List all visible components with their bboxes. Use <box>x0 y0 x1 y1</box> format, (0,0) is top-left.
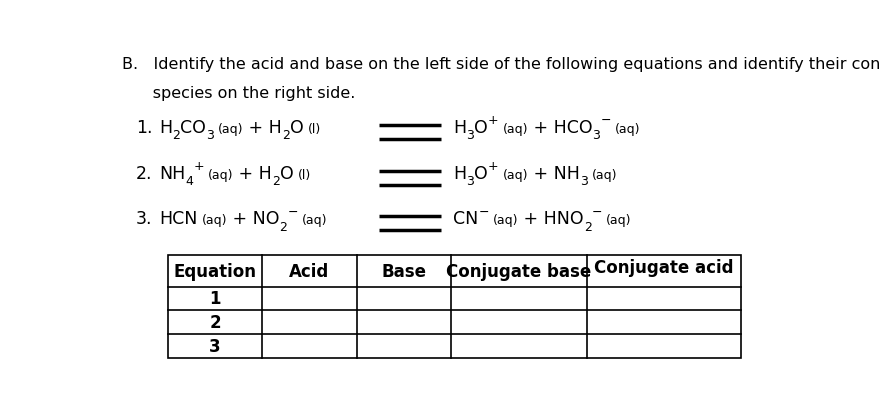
Text: Equation: Equation <box>173 262 257 280</box>
Text: Acid: Acid <box>290 262 330 280</box>
Text: 3: 3 <box>466 129 474 142</box>
Text: 3: 3 <box>206 129 214 142</box>
Text: −: − <box>600 114 611 127</box>
Text: O: O <box>474 119 488 137</box>
Text: 3.: 3. <box>136 210 152 228</box>
Text: 1.: 1. <box>136 119 152 137</box>
Text: 2: 2 <box>172 129 180 142</box>
Text: 4: 4 <box>186 175 194 187</box>
Text: 2: 2 <box>272 175 280 187</box>
Text: + H: + H <box>244 119 282 137</box>
Text: (aq): (aq) <box>302 214 327 227</box>
Text: 1: 1 <box>209 290 221 308</box>
Text: (l): (l) <box>297 168 312 181</box>
Text: (aq): (aq) <box>502 123 528 135</box>
Text: species on the right side.: species on the right side. <box>122 85 356 100</box>
Text: 2: 2 <box>584 220 591 233</box>
Text: 3: 3 <box>466 175 474 187</box>
Text: (aq): (aq) <box>202 214 227 227</box>
Text: O: O <box>474 164 488 182</box>
Text: −: − <box>288 205 298 218</box>
Text: +: + <box>488 114 498 127</box>
Text: 3: 3 <box>592 129 600 142</box>
Text: HCN: HCN <box>159 210 198 228</box>
Text: −: − <box>591 205 602 218</box>
Text: 2: 2 <box>209 313 221 331</box>
Text: 2: 2 <box>280 220 288 233</box>
Text: O: O <box>280 164 294 182</box>
Text: 2: 2 <box>282 129 290 142</box>
Text: (l): (l) <box>308 123 321 135</box>
Text: NH: NH <box>159 164 186 182</box>
Text: Conjugate acid: Conjugate acid <box>594 258 734 276</box>
Text: O: O <box>290 119 304 137</box>
Text: H: H <box>453 164 466 182</box>
Text: + NO: + NO <box>227 210 280 228</box>
Text: (aq): (aq) <box>591 168 617 181</box>
Text: +: + <box>488 160 498 172</box>
Text: 3: 3 <box>209 337 221 355</box>
Text: + H: + H <box>233 164 272 182</box>
Text: + HCO: + HCO <box>528 119 592 137</box>
Text: B.   Identify the acid and base on the left side of the following equations and : B. Identify the acid and base on the lef… <box>122 57 880 72</box>
Text: (aq): (aq) <box>208 168 233 181</box>
Text: 2.: 2. <box>136 164 152 182</box>
Text: −: − <box>479 205 488 218</box>
Bar <box>168 255 741 358</box>
Text: (aq): (aq) <box>615 123 641 135</box>
Text: H: H <box>453 119 466 137</box>
Text: (aq): (aq) <box>606 214 632 227</box>
Text: Base: Base <box>381 262 426 280</box>
Text: + NH: + NH <box>528 164 580 182</box>
Text: +: + <box>194 160 204 172</box>
Text: (aq): (aq) <box>502 168 528 181</box>
Text: (aq): (aq) <box>218 123 244 135</box>
Text: Conjugate base: Conjugate base <box>446 262 591 280</box>
Text: 3: 3 <box>580 175 588 187</box>
Text: H: H <box>159 119 172 137</box>
Text: CN: CN <box>453 210 479 228</box>
Text: + HNO: + HNO <box>518 210 584 228</box>
Text: CO: CO <box>180 119 206 137</box>
Text: (aq): (aq) <box>493 214 518 227</box>
